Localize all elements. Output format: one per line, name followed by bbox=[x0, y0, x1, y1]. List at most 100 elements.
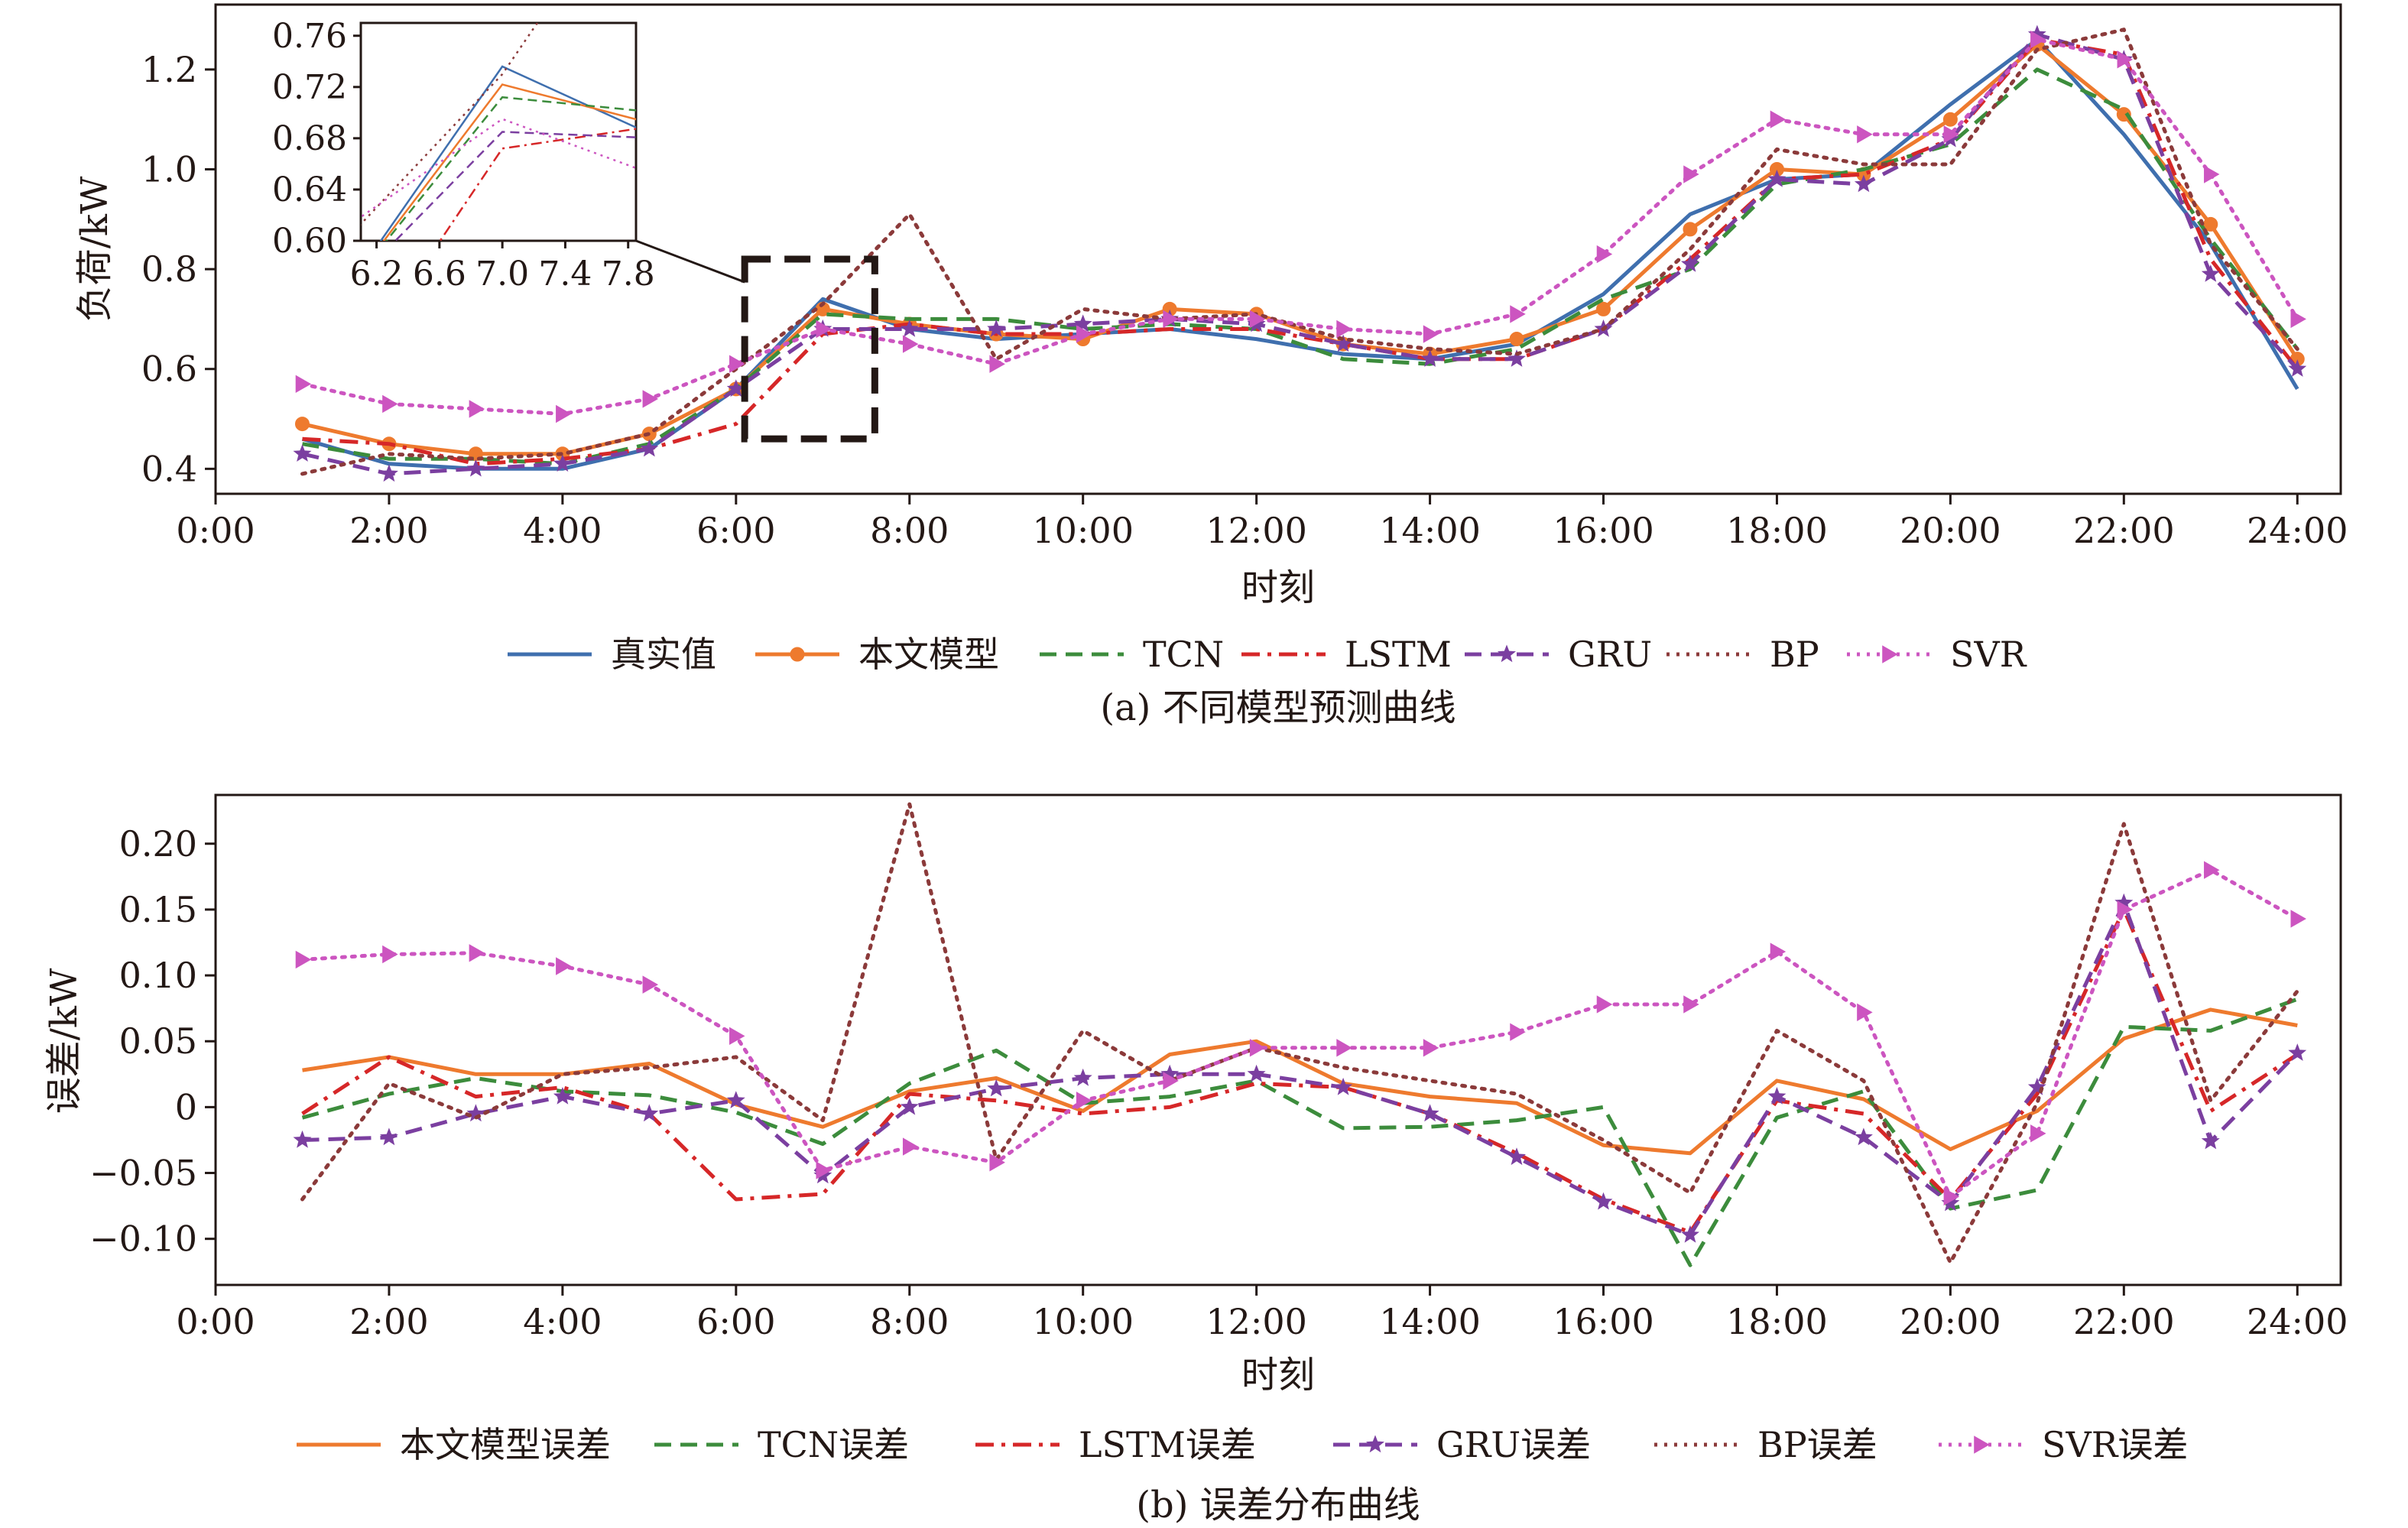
x-tick-label: 4:00 bbox=[523, 510, 602, 551]
series-bp bbox=[300, 28, 2299, 476]
series-line bbox=[300, 802, 2299, 1265]
x-tick-label: 22:00 bbox=[2073, 1301, 2175, 1342]
x-tick-label: 24:00 bbox=[2247, 510, 2348, 551]
data-point bbox=[989, 1153, 1005, 1172]
series-line bbox=[300, 28, 2299, 476]
data-point bbox=[293, 444, 312, 462]
x-tick-label: 10:00 bbox=[1032, 1301, 1134, 1342]
panel-b-x-axis-label: 时刻 bbox=[1241, 1354, 1315, 1397]
panel-a-title: (a) 不同模型预测曲线 bbox=[1100, 686, 1456, 729]
panel-a-chart: 0:00 2:00 4:00 6:00 8:00 10:00 12:00 14:00 16:00… bbox=[73, 3, 2348, 729]
data-point bbox=[640, 439, 659, 457]
data-point bbox=[1336, 1039, 1352, 1057]
data-point bbox=[1420, 349, 1439, 367]
y-tick-label: 1.0 bbox=[141, 149, 197, 190]
y-tick-label: −0.05 bbox=[89, 1153, 197, 1194]
series-line bbox=[300, 37, 2299, 416]
data-point bbox=[1683, 995, 1699, 1014]
x-tick-label: 2:00 bbox=[349, 1301, 428, 1342]
data-point bbox=[1510, 305, 1526, 323]
data-point bbox=[2117, 50, 2134, 69]
data-point bbox=[1767, 170, 1787, 187]
data-point bbox=[1681, 1225, 1699, 1243]
data-point bbox=[1507, 349, 1526, 367]
y-tick-label: 0.10 bbox=[119, 955, 197, 996]
inset-series-series bbox=[382, 83, 636, 241]
data-point bbox=[469, 944, 485, 962]
x-tick-label: 24:00 bbox=[2247, 1301, 2348, 1342]
inset-y-tick-label: 0.76 bbox=[272, 17, 347, 56]
data-point bbox=[1770, 942, 1787, 961]
data-point bbox=[1507, 1147, 1526, 1166]
inset-x-tick-label: 7.0 bbox=[475, 255, 529, 294]
data-point bbox=[2114, 893, 2134, 911]
legend-label: TCN误差 bbox=[758, 1424, 909, 1465]
data-point bbox=[987, 1079, 1006, 1097]
series-line bbox=[300, 868, 2299, 1199]
legend-label: TCN bbox=[1143, 634, 1224, 675]
data-point bbox=[729, 1027, 745, 1046]
x-tick-label: 18:00 bbox=[1726, 1301, 1828, 1342]
data-point bbox=[1076, 1092, 1092, 1110]
inset-x-tick-label: 7.4 bbox=[538, 255, 592, 294]
inset-y-tick-label: 0.64 bbox=[272, 170, 347, 209]
series-svr bbox=[295, 31, 2306, 423]
legend-label: LSTM误差 bbox=[1079, 1424, 1256, 1465]
legend-item-lstm: LSTM bbox=[1241, 634, 1452, 675]
legend-item-series: 本文模型 bbox=[755, 634, 999, 675]
data-point bbox=[2290, 310, 2306, 329]
legend-label: SVR bbox=[1950, 634, 2027, 675]
data-point bbox=[2030, 1124, 2046, 1143]
data-point bbox=[1249, 310, 1266, 329]
panel-b-legend: 本文模型误差 TCN误差 LSTM误差 GRU误差 BP误差 SVR误差 bbox=[297, 1424, 2188, 1465]
legend-item-lstm: LSTM误差 bbox=[975, 1424, 1256, 1465]
data-point bbox=[1247, 1064, 1266, 1082]
legend-marker bbox=[1498, 644, 1516, 663]
legend-item-series: 本文模型误差 bbox=[297, 1424, 611, 1465]
x-tick-label: 18:00 bbox=[1726, 510, 1828, 551]
x-tick-label: 12:00 bbox=[1206, 510, 1307, 551]
panel-b-series bbox=[293, 802, 2307, 1267]
data-point bbox=[1423, 1039, 1439, 1057]
x-tick-label: 14:00 bbox=[1379, 510, 1481, 551]
legend-marker bbox=[1974, 1436, 1990, 1454]
data-point bbox=[1336, 320, 1352, 339]
x-tick-label: 6:00 bbox=[696, 510, 775, 551]
data-point bbox=[294, 417, 310, 432]
data-point bbox=[989, 355, 1005, 373]
data-point bbox=[293, 1130, 312, 1148]
data-point bbox=[1854, 174, 1873, 193]
zoom-connector-line bbox=[635, 239, 745, 284]
data-point bbox=[2204, 861, 2220, 879]
y-tick-label: −0.10 bbox=[89, 1218, 197, 1260]
data-point bbox=[987, 319, 1006, 337]
legend-label: 真实值 bbox=[611, 634, 716, 675]
legend-item-svr: SVR bbox=[1847, 634, 2027, 675]
data-point bbox=[295, 950, 312, 969]
data-point bbox=[1596, 301, 1611, 316]
panel-a-series bbox=[293, 24, 2307, 482]
data-point bbox=[1160, 1064, 1180, 1082]
data-point bbox=[1943, 125, 1960, 144]
data-point bbox=[1420, 1104, 1439, 1122]
y-tick-label: 0.05 bbox=[119, 1020, 197, 1062]
data-point bbox=[556, 957, 572, 975]
legend-label: GRU bbox=[1568, 634, 1652, 675]
panel-b-ticks: 0:00 2:00 4:00 6:00 8:00 10:00 12:00 14:00 16:00… bbox=[89, 823, 2348, 1342]
zoom-region-box bbox=[741, 255, 878, 443]
series-svr bbox=[295, 861, 2306, 1206]
legend-marker bbox=[1366, 1435, 1384, 1453]
data-point bbox=[1857, 1003, 1873, 1022]
data-point bbox=[902, 335, 919, 353]
data-point bbox=[466, 459, 485, 477]
legend-label: LSTM bbox=[1345, 634, 1452, 675]
data-point bbox=[1857, 125, 1873, 144]
data-point bbox=[2201, 264, 2220, 282]
data-point bbox=[1854, 1127, 1873, 1146]
data-point bbox=[2204, 165, 2220, 183]
data-point bbox=[729, 355, 745, 373]
inset-series-bp bbox=[361, 23, 539, 225]
data-point bbox=[2027, 1077, 2046, 1095]
inset-series-series bbox=[379, 65, 636, 241]
x-tick-label: 10:00 bbox=[1032, 510, 1134, 551]
